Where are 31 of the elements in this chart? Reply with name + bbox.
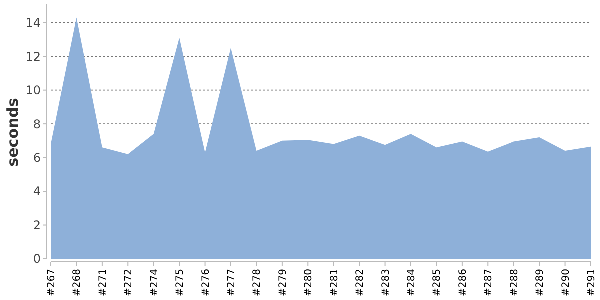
x-tick-label: #285 [432, 269, 444, 296]
x-tick-label: #290 [560, 269, 572, 296]
y-tick-label: 8 [33, 117, 41, 132]
x-tick-label: #278 [252, 269, 264, 296]
x-tick-label: #277 [226, 269, 238, 296]
y-tick-label: 6 [33, 151, 41, 165]
x-tick-label: #275 [175, 269, 186, 296]
y-tick-label: 14 [26, 16, 41, 30]
y-tick-label: 10 [26, 84, 41, 98]
x-tick-label: #282 [355, 269, 366, 296]
x-tick-label: #291 [586, 269, 598, 296]
y-tick-label: 4 [33, 184, 41, 199]
x-tick-label: #271 [98, 269, 109, 296]
x-tick-label: #289 [535, 269, 546, 296]
x-tick-label: #279 [278, 269, 289, 296]
x-tick-label: #276 [200, 269, 212, 296]
x-tick-label: #281 [329, 269, 340, 296]
y-tick-label: 12 [26, 50, 41, 64]
x-tick-label: #286 [458, 269, 469, 296]
y-tick-label: 2 [33, 218, 41, 232]
x-tick-label: #268 [72, 269, 84, 296]
x-tick-label: #280 [304, 269, 315, 296]
y-tick-label: 0 [33, 252, 41, 266]
x-tick-label: #288 [509, 269, 520, 296]
x-tick-label: #267 [46, 269, 58, 296]
x-tick-label: #283 [380, 269, 392, 296]
x-tick-label: #284 [406, 269, 418, 296]
x-tick-label: #287 [484, 269, 495, 296]
y-axis-title: seconds [4, 98, 22, 167]
x-tick-label: #274 [149, 269, 160, 296]
x-tick-label: #272 [124, 269, 135, 296]
